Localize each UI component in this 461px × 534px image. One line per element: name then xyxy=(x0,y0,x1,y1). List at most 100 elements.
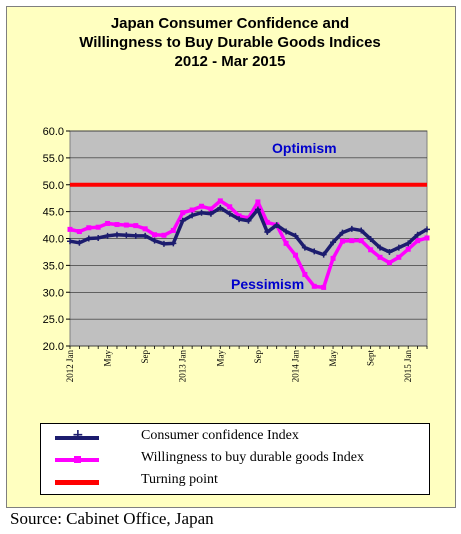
consumer-confidence-point xyxy=(320,251,327,258)
legend-item-consumer: + Consumer confidence Index xyxy=(41,427,429,447)
consumer-confidence-point xyxy=(358,227,365,234)
consumer-confidence-point xyxy=(264,229,271,236)
willingness-point xyxy=(255,199,261,205)
consumer-confidence-point xyxy=(395,244,402,251)
consumer-confidence-point xyxy=(160,240,167,247)
x-tick-label: Sep xyxy=(253,350,263,364)
consumer-confidence-point xyxy=(405,240,412,247)
x-tick-label: 2012 Jan xyxy=(65,350,75,383)
consumer-confidence-point xyxy=(170,240,177,247)
legend-swatch-willingness xyxy=(55,456,99,463)
willingness-point xyxy=(330,255,336,261)
consumer-confidence-point xyxy=(207,210,214,217)
willingness-point xyxy=(133,223,139,229)
consumer-confidence-point xyxy=(217,204,224,211)
willingness-point xyxy=(415,238,421,244)
chart-title-line-3: 2012 - Mar 2015 xyxy=(174,53,286,70)
x-tick-label: 2015 Jan xyxy=(403,350,413,383)
consumer-confidence-point xyxy=(95,234,102,241)
consumer-confidence-point xyxy=(142,232,149,239)
willingness-point xyxy=(86,225,92,231)
willingness-point xyxy=(180,210,186,216)
legend-label-turning-point: Turning point xyxy=(141,472,218,487)
x-tick-label: 2013 Jan xyxy=(178,350,188,383)
y-axis-ticks: 60.0 55.0 50.0 45.0 40.0 35.0 30.0 25.0 20.0 xyxy=(43,126,70,353)
x-tick-label: Sep xyxy=(140,350,150,364)
legend-item-willingness: Willingness to buy durable goods Index xyxy=(41,449,429,469)
consumer-confidence-point xyxy=(377,244,384,251)
x-tick-label: May xyxy=(215,350,225,367)
consumer-confidence-point xyxy=(283,228,290,235)
y-tick-label: 25.0 xyxy=(43,314,64,326)
series-lines xyxy=(67,182,430,290)
optimism-annotation: Optimism xyxy=(272,140,337,156)
consumer-confidence-point xyxy=(339,229,346,236)
legend-marker-consumer: + xyxy=(72,427,84,443)
willingness-point xyxy=(152,232,158,238)
consumer-confidence-point xyxy=(367,236,374,243)
willingness-point xyxy=(396,254,402,260)
consumer-confidence-point xyxy=(348,225,355,232)
consumer-confidence-point xyxy=(189,212,196,219)
willingness-point xyxy=(170,227,176,233)
y-tick-label: 30.0 xyxy=(43,287,64,299)
willingness-point xyxy=(123,222,129,228)
willingness-point xyxy=(227,204,233,210)
consumer-confidence-point xyxy=(245,217,252,224)
consumer-confidence-point xyxy=(179,217,186,224)
consumer-confidence-point xyxy=(292,232,299,239)
willingness-point xyxy=(105,220,111,226)
willingness-point xyxy=(264,219,270,225)
consumer-confidence-point xyxy=(85,235,92,242)
consumer-confidence-point xyxy=(424,226,430,233)
legend-swatch-consumer: + xyxy=(55,427,99,443)
willingness-point xyxy=(208,206,214,212)
chart-title-line-2: Willingness to Buy Durable Goods Indices xyxy=(79,34,381,51)
legend-label-willingness: Willingness to buy durable goods Index xyxy=(141,450,365,465)
willingness-point xyxy=(311,283,317,289)
y-tick-label: 35.0 xyxy=(43,260,64,272)
x-tick-label: May xyxy=(103,350,113,367)
willingness-point xyxy=(358,238,364,244)
willingness-point xyxy=(142,226,148,232)
consumer-confidence-point xyxy=(330,239,337,246)
willingness-point xyxy=(292,252,298,258)
willingness-point xyxy=(339,238,345,244)
willingness-point xyxy=(424,235,430,241)
chart-title-line-1: Japan Consumer Confidence and xyxy=(110,15,350,32)
willingness-point xyxy=(76,229,82,235)
x-axis-ticks: 2012 Jan May Sep 2013 Jan May Sep 2014 Jan May S… xyxy=(65,346,428,383)
consumer-confidence-point xyxy=(386,248,393,255)
consumer-confidence-point xyxy=(311,248,318,255)
source-note: Source: Cabinet Office, Japan xyxy=(10,509,214,528)
x-tick-label: 2014 Jan xyxy=(290,350,300,383)
willingness-point xyxy=(386,260,392,266)
consumer-confidence-point xyxy=(67,238,73,245)
y-tick-label: 20.0 xyxy=(43,341,64,353)
legend-label-consumer: Consumer confidence Index xyxy=(141,428,299,443)
willingness-point xyxy=(67,226,73,232)
chart-title: Japan Consumer Confidence and Willingnes… xyxy=(6,14,454,71)
consumer-confidence-point xyxy=(414,231,421,238)
legend: + Consumer confidence Index Willingness … xyxy=(40,423,430,495)
willingness-point xyxy=(161,232,167,238)
consumer-confidence-point xyxy=(198,209,205,216)
consumer-confidence-point xyxy=(123,232,130,239)
y-tick-label: 60.0 xyxy=(43,126,64,138)
willingness-point xyxy=(349,238,355,244)
willingness-point xyxy=(405,246,411,252)
pessimism-annotation: Pessimism xyxy=(231,276,304,292)
legend-swatch-turning-point xyxy=(55,480,99,485)
consumer-confidence-point xyxy=(151,237,158,244)
willingness-point xyxy=(236,213,242,219)
consumer-confidence-point xyxy=(301,244,308,251)
willingness-point xyxy=(377,254,383,260)
y-tick-label: 50.0 xyxy=(43,180,64,192)
willingness-point xyxy=(199,203,205,209)
x-tick-label: May xyxy=(328,350,338,367)
willingness-point xyxy=(368,247,374,253)
willingness-point xyxy=(302,272,308,278)
consumer-confidence-point xyxy=(273,222,280,229)
consumer-confidence-point xyxy=(132,232,139,239)
